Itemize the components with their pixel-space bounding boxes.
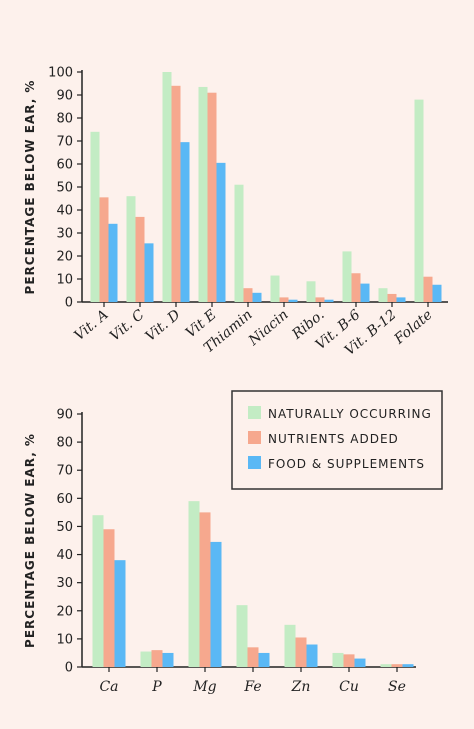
- bar-mg-food-supplements: [210, 541, 222, 667]
- bar-p-food-supplements: [162, 652, 174, 667]
- bar-p-naturally-occurring: [140, 651, 152, 667]
- bar-vit-c-food-supplements: [144, 243, 154, 302]
- bar-ribo-food-supplements: [324, 299, 334, 302]
- bar-vit-d-food-supplements: [180, 142, 190, 302]
- legend-swatch-food-supplements: [248, 456, 261, 469]
- y-axis-title: PERCENTAGE BELOW EAR, %: [23, 433, 37, 648]
- bar-vit-b-6-naturally-occurring: [342, 251, 352, 302]
- bar-ca-food-supplements: [114, 560, 126, 667]
- x-tick-label-zn: Zn: [291, 679, 311, 695]
- bar-vit-e-food-supplements: [216, 162, 226, 302]
- legend-swatch-nutrients-added: [248, 431, 261, 444]
- minerals-chart: 0 10 20 30 40 50 60 70 80 90 PERCENTAGE BELOW EAR,…: [23, 408, 416, 695]
- bar-vit-b-6-nutrients-added: [351, 273, 361, 302]
- bar-fe-naturally-occurring: [236, 605, 248, 667]
- bar-cu-nutrients-added: [343, 654, 355, 667]
- y-tick-label: 70: [56, 135, 73, 150]
- bar-thiamin-food-supplements: [252, 292, 262, 302]
- y-tick-label: 0: [65, 661, 73, 676]
- bar-vit-e-nutrients-added: [207, 92, 217, 302]
- bar-se-food-supplements: [402, 664, 414, 667]
- bar-thiamin-nutrients-added: [243, 288, 253, 302]
- x-tick-label-mg: Mg: [192, 679, 216, 695]
- bar-vit-a-food-supplements: [108, 223, 118, 302]
- y-tick-label: 50: [56, 520, 73, 535]
- legend-box: [231, 390, 443, 490]
- bar-zn-food-supplements: [306, 644, 318, 667]
- bar-niacin-naturally-occurring: [270, 275, 280, 302]
- x-tick-label-vit-d: Vit. D: [143, 307, 184, 345]
- y-tick-label: 90: [56, 408, 73, 423]
- bar-thiamin-naturally-occurring: [234, 184, 244, 302]
- bar-vit-d-nutrients-added: [171, 85, 181, 302]
- y-tick-label: 10: [56, 273, 73, 288]
- bar-zn-naturally-occurring: [284, 624, 296, 667]
- x-tick-label-vit-c: Vit. C: [107, 307, 148, 345]
- bar-folate-food-supplements: [432, 284, 442, 302]
- bar-niacin-food-supplements: [288, 299, 298, 302]
- bar-vit-a-nutrients-added: [99, 197, 109, 302]
- legend: NATURALLY OCCURRING NUTRIENTS ADDED FOOD…: [231, 390, 443, 490]
- x-tick-label-vit-a: Vit. A: [71, 307, 111, 344]
- bar-cu-naturally-occurring: [332, 652, 344, 667]
- x-tick-label-fe: Fe: [243, 679, 261, 695]
- bar-p-nutrients-added: [151, 650, 163, 667]
- y-tick-label: 20: [56, 604, 73, 619]
- y-tick-label: 30: [56, 576, 73, 591]
- y-tick-label: 90: [56, 89, 73, 104]
- bar-ca-nutrients-added: [103, 529, 115, 667]
- bar-zn-nutrients-added: [295, 637, 307, 667]
- bar-mg-naturally-occurring: [188, 501, 200, 667]
- bar-se-nutrients-added: [391, 664, 403, 667]
- legend-label-nutrients-added: NUTRIENTS ADDED: [268, 432, 399, 446]
- y-tick-label: 50: [56, 181, 73, 196]
- x-tick-label-niacin: Niacin: [245, 307, 292, 350]
- bar-vit-a-naturally-occurring: [90, 131, 100, 302]
- x-tick-label-folate: Folate: [391, 307, 436, 348]
- bar-folate-nutrients-added: [423, 276, 433, 302]
- y-tick-label: 20: [56, 250, 73, 265]
- bar-ribo-nutrients-added: [315, 297, 325, 302]
- x-tick-label-ca: Ca: [99, 679, 118, 695]
- bar-folate-naturally-occurring: [414, 99, 424, 302]
- y-tick-label: 10: [56, 632, 73, 647]
- bar-vit-d-naturally-occurring: [162, 72, 172, 302]
- bar-vit-b-12-food-supplements: [396, 297, 406, 302]
- bar-vit-c-nutrients-added: [135, 216, 145, 302]
- bar-fe-nutrients-added: [247, 647, 259, 667]
- y-tick-label: 80: [56, 436, 73, 451]
- bar-vit-c-naturally-occurring: [126, 196, 136, 302]
- x-tick-label-p: P: [151, 679, 162, 695]
- bar-fe-food-supplements: [258, 652, 270, 667]
- y-tick-label: 80: [56, 112, 73, 127]
- y-tick-label: 60: [56, 492, 73, 507]
- vitamins-chart: 0 10 20 30 40 50 60 70 80 90 100 PERCENTAGE BELOW E…: [23, 66, 448, 359]
- bar-niacin-nutrients-added: [279, 297, 289, 302]
- legend-label-food-supplements: FOOD & SUPPLEMENTS: [268, 457, 425, 471]
- bar-se-naturally-occurring: [380, 664, 392, 667]
- y-tick-label: 100: [48, 66, 73, 81]
- y-tick-label: 40: [56, 548, 73, 563]
- legend-label-naturally-occurring: NATURALLY OCCURRING: [268, 407, 432, 421]
- bar-vit-e-naturally-occurring: [198, 86, 208, 302]
- bar-ribo-naturally-occurring: [306, 281, 316, 302]
- bar-mg-nutrients-added: [199, 512, 211, 667]
- bar-vit-b-6-food-supplements: [360, 283, 370, 302]
- y-tick-label: 30: [56, 227, 73, 242]
- bar-cu-food-supplements: [354, 658, 366, 667]
- y-axis-title: PERCENTAGE BELOW EAR, %: [23, 80, 37, 295]
- x-tick-label-cu: Cu: [339, 679, 359, 695]
- legend-swatch-naturally-occurring: [248, 406, 261, 419]
- y-tick-label: 0: [65, 296, 73, 311]
- y-tick-label: 40: [56, 204, 73, 219]
- y-tick-label: 70: [56, 464, 73, 479]
- x-tick-label-se: Se: [388, 679, 406, 695]
- bar-vit-b-12-nutrients-added: [387, 293, 397, 302]
- bar-vit-b-12-naturally-occurring: [378, 288, 388, 302]
- bar-ca-naturally-occurring: [92, 515, 104, 667]
- y-tick-label: 60: [56, 158, 73, 173]
